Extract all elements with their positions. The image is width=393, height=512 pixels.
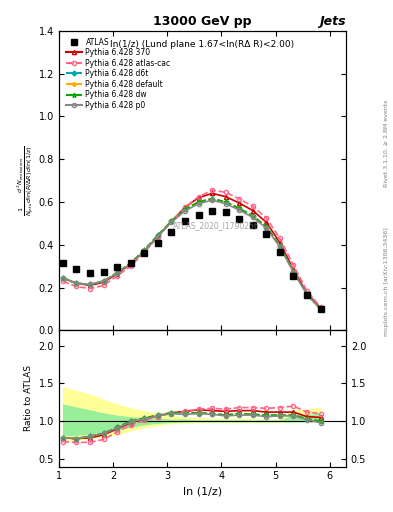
Text: mcplots.cern.ch [arXiv:1306.3436]: mcplots.cern.ch [arXiv:1306.3436] [384,227,389,336]
ATLAS [250,222,255,228]
Y-axis label: Ratio to ATLAS: Ratio to ATLAS [24,366,33,432]
ATLAS [237,216,242,222]
ATLAS [291,273,296,279]
ATLAS [101,268,106,274]
ATLAS [74,266,79,272]
Line: ATLAS: ATLAS [60,208,323,312]
ATLAS [305,292,309,298]
ATLAS [196,212,201,218]
ATLAS [88,269,92,275]
ATLAS [156,240,160,246]
ATLAS [169,229,174,235]
ATLAS [223,208,228,215]
Text: ATLAS_2020_I1790256: ATLAS_2020_I1790256 [173,221,260,230]
ATLAS [61,260,65,266]
ATLAS [129,260,133,266]
ATLAS [142,250,147,257]
ATLAS [277,249,282,255]
ATLAS [183,218,187,224]
Legend: ATLAS, Pythia 6.428 370, Pythia 6.428 atlas-cac, Pythia 6.428 d6t, Pythia 6.428 : ATLAS, Pythia 6.428 370, Pythia 6.428 at… [62,34,174,113]
Text: Rivet 3.1.10, ≥ 2.8M events: Rivet 3.1.10, ≥ 2.8M events [384,100,389,187]
Text: 13000 GeV pp: 13000 GeV pp [153,15,252,28]
Y-axis label: $\frac{1}{N_\mathrm{jets}}\frac{d^2 N_\mathrm{emissions}}{d\ln(R/\Delta R)\,d\ln: $\frac{1}{N_\mathrm{jets}}\frac{d^2 N_\m… [15,145,36,216]
ATLAS [264,231,269,237]
ATLAS [210,207,215,214]
ATLAS [115,264,119,270]
Text: ln(1/z) (Lund plane 1.67<ln(RΔ R)<2.00): ln(1/z) (Lund plane 1.67<ln(RΔ R)<2.00) [110,40,294,49]
X-axis label: ln (1/z): ln (1/z) [183,487,222,497]
ATLAS [318,306,323,312]
Text: Jets: Jets [320,15,346,28]
